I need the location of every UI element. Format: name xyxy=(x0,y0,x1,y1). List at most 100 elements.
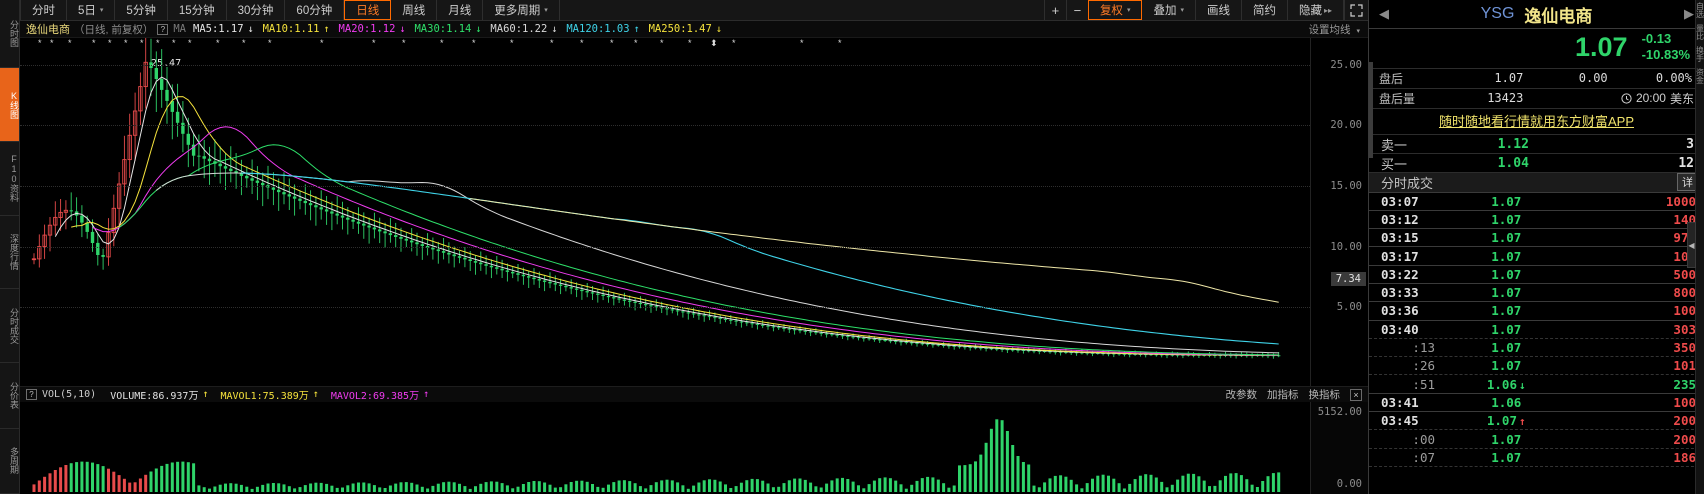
event-marker-5: * xyxy=(124,38,128,48)
timesales-row[interactable]: 03:41 1.06 100 xyxy=(1369,394,1704,413)
down-arrow-icon: ↓ xyxy=(1518,378,1526,392)
timesales-row[interactable]: 03:22 1.07 500 xyxy=(1369,266,1704,284)
timesales-time: 03:12 xyxy=(1381,211,1419,227)
period-button-7[interactable]: 周线 xyxy=(391,0,438,20)
toolbar-right-button-2[interactable]: 画线 xyxy=(1196,0,1242,20)
event-marker-1: * xyxy=(50,38,54,48)
micro-rail-item-3[interactable]: 资金 xyxy=(1695,68,1704,84)
period-button-4[interactable]: 30分钟 xyxy=(227,0,286,20)
timesales-time: 03:15 xyxy=(1381,230,1419,246)
timesales-volume: 186 xyxy=(1673,449,1696,465)
timesales-row[interactable]: 03:15 1.07 976 xyxy=(1369,229,1704,248)
timesales-row[interactable]: :26 1.07 101 xyxy=(1369,357,1704,376)
promo-text: 随时随地看行情就用东方财富APP xyxy=(1438,113,1634,129)
period-button-2[interactable]: 5分钟 xyxy=(115,0,168,20)
period-label: 分时 xyxy=(32,5,55,17)
rail-item-5[interactable]: 分价表 xyxy=(0,363,19,429)
micro-rail-item-0[interactable]: 自选 xyxy=(1695,2,1704,18)
rail-item-1[interactable]: K线图 xyxy=(0,68,19,142)
stock-ticker: YSG xyxy=(1480,5,1515,22)
bid-row: 买一 1.04 12 xyxy=(1369,154,1704,173)
panel-scroll-indicator[interactable] xyxy=(1369,62,1373,158)
next-stock-icon[interactable]: ▶ xyxy=(1684,6,1694,21)
rail-item-3[interactable]: 深度行情 xyxy=(0,216,19,290)
period-button-8[interactable]: 月线 xyxy=(437,0,484,20)
micro-rail-item-1[interactable]: 量比 xyxy=(1695,24,1704,40)
volume-action-2[interactable]: 换指标 xyxy=(1308,389,1341,401)
event-marker-row: * * * * * * * * * * * * * * * * * * * * * * * * * ⬍ * * * xyxy=(20,38,1310,50)
ma-settings-button[interactable]: 设置均线 ▾ xyxy=(1309,22,1368,37)
timesales-row[interactable]: 03:36 1.07 100 xyxy=(1369,302,1704,321)
timesales-row[interactable]: :13 1.07 350 xyxy=(1369,339,1704,358)
volume-action-1[interactable]: 加指标 xyxy=(1267,389,1299,401)
timesales-row[interactable]: :51 1.06 ↓ 235 xyxy=(1369,375,1704,394)
event-marker-15: * xyxy=(402,38,406,48)
timesales-row[interactable]: :00 1.07 200 xyxy=(1369,430,1704,449)
rail-item-2[interactable]: F10资料 xyxy=(0,142,19,216)
zoom-out-button[interactable]: − xyxy=(1065,0,1088,20)
prev-stock-icon[interactable]: ◀ xyxy=(1379,6,1389,21)
timesales-row[interactable]: 03:33 1.07 800 xyxy=(1369,284,1704,303)
up-arrow-icon: ↑ xyxy=(1518,415,1526,429)
timesales-volume: 235 xyxy=(1673,376,1696,392)
period-button-9[interactable]: 更多周期 ▾ xyxy=(483,0,560,20)
volume-plot[interactable] xyxy=(20,402,1310,494)
timesales-list[interactable]: 03:07 1.07 1000 03:12 1.07 140 03:15 1.07 976 03:… xyxy=(1369,193,1704,494)
timesales-price: 1.07 xyxy=(1491,431,1522,447)
timesales-price: 1.07 xyxy=(1491,230,1522,246)
price-gridline-3 xyxy=(20,246,1310,248)
period-button-1[interactable]: 5日 ▾ xyxy=(67,0,116,20)
toolbar-right-button-1[interactable]: 叠加 ▾ xyxy=(1142,0,1196,20)
timesales-row[interactable]: 03:07 1.07 1000 xyxy=(1369,193,1704,211)
timesales-time: 03:36 xyxy=(1381,303,1419,319)
ma-tag: MA xyxy=(173,23,186,35)
event-marker-8: * xyxy=(172,38,176,48)
timesales-row[interactable]: 03:40 1.07 303 xyxy=(1369,321,1704,339)
bid-price: 1.04 xyxy=(1497,155,1529,171)
timesales-row[interactable]: :07 1.07 186 xyxy=(1369,449,1704,467)
event-marker-0: * xyxy=(38,38,42,48)
timesales-row[interactable]: 03:45 1.07 ↑ 200 xyxy=(1369,412,1704,431)
close-icon[interactable]: × xyxy=(1350,388,1362,401)
rail-item-0[interactable]: 分时图 xyxy=(0,0,19,69)
volume-action-0[interactable]: 改参数 xyxy=(1225,389,1258,401)
clock-icon xyxy=(1621,92,1632,104)
period-button-3[interactable]: 15分钟 xyxy=(168,0,227,20)
period-button-5[interactable]: 60分钟 xyxy=(285,0,345,20)
ma-trend-arrow-0: ↓ xyxy=(247,23,254,35)
rail-item-6[interactable]: 多周期 xyxy=(0,429,19,494)
timesales-volume: 100 xyxy=(1673,394,1696,410)
toolbar-right-button-0[interactable]: 复权 ▾ xyxy=(1087,0,1143,20)
price-deltas: -0.13 -10.83% xyxy=(1642,31,1690,64)
event-marker-28: * xyxy=(838,38,842,48)
period-button-0[interactable]: 分时 xyxy=(20,0,67,20)
event-marker-27: * xyxy=(800,38,804,48)
timesales-time: 03:17 xyxy=(1381,248,1419,264)
timesales-row[interactable]: 03:17 1.07 100 xyxy=(1369,247,1704,266)
help-icon[interactable]: ? xyxy=(157,23,169,35)
promo-banner[interactable]: 随时随地看行情就用东方财富APP xyxy=(1369,107,1704,135)
price-plot[interactable]: * * * * * * * * * * * * * * * * * * * * * * * * * ⬍ * * * 25.47 xyxy=(20,38,1310,386)
toolbar-spacer xyxy=(560,0,1044,20)
timesales-row[interactable]: 03:12 1.07 140 xyxy=(1369,211,1704,230)
rail-item-4[interactable]: 分时成交 xyxy=(0,289,19,363)
price-y-tick-3: 10.00 xyxy=(1330,240,1362,253)
fullscreen-icon[interactable] xyxy=(1344,0,1368,20)
collapse-panel-handle[interactable]: ◀ xyxy=(1687,222,1696,268)
event-marker-17: * xyxy=(472,38,476,48)
timesales-price: 1.07 xyxy=(1491,321,1522,337)
micro-rail-item-2[interactable]: 换手 xyxy=(1695,46,1704,62)
toolbar-right-label: 叠加 xyxy=(1153,5,1177,17)
ma-value-2: MA20:1.12 xyxy=(338,23,396,35)
zoom-in-button[interactable]: + xyxy=(1043,0,1066,20)
volume-value-0: VOLUME:86.937万 xyxy=(110,391,199,402)
period-button-6[interactable]: 日线 xyxy=(344,0,392,20)
volume-help-icon[interactable]: ? xyxy=(26,389,37,400)
ma-legend-strip: 逸仙电商 （日线, 前复权） ? MA MA5:1.17 ↓ MA10:1.11 ↑ M… xyxy=(20,21,1368,38)
price-change-pct: -10.83% xyxy=(1641,47,1690,63)
rail-item-label: 分时成交 xyxy=(9,307,19,344)
toolbar-right-button-4[interactable]: 隐藏 ▸▸ xyxy=(1288,0,1344,20)
toolbar-right-button-3[interactable]: 简约 xyxy=(1242,0,1288,20)
price-y-tick-2: 15.00 xyxy=(1330,180,1362,192)
timesales-time: :26 xyxy=(1412,358,1435,374)
